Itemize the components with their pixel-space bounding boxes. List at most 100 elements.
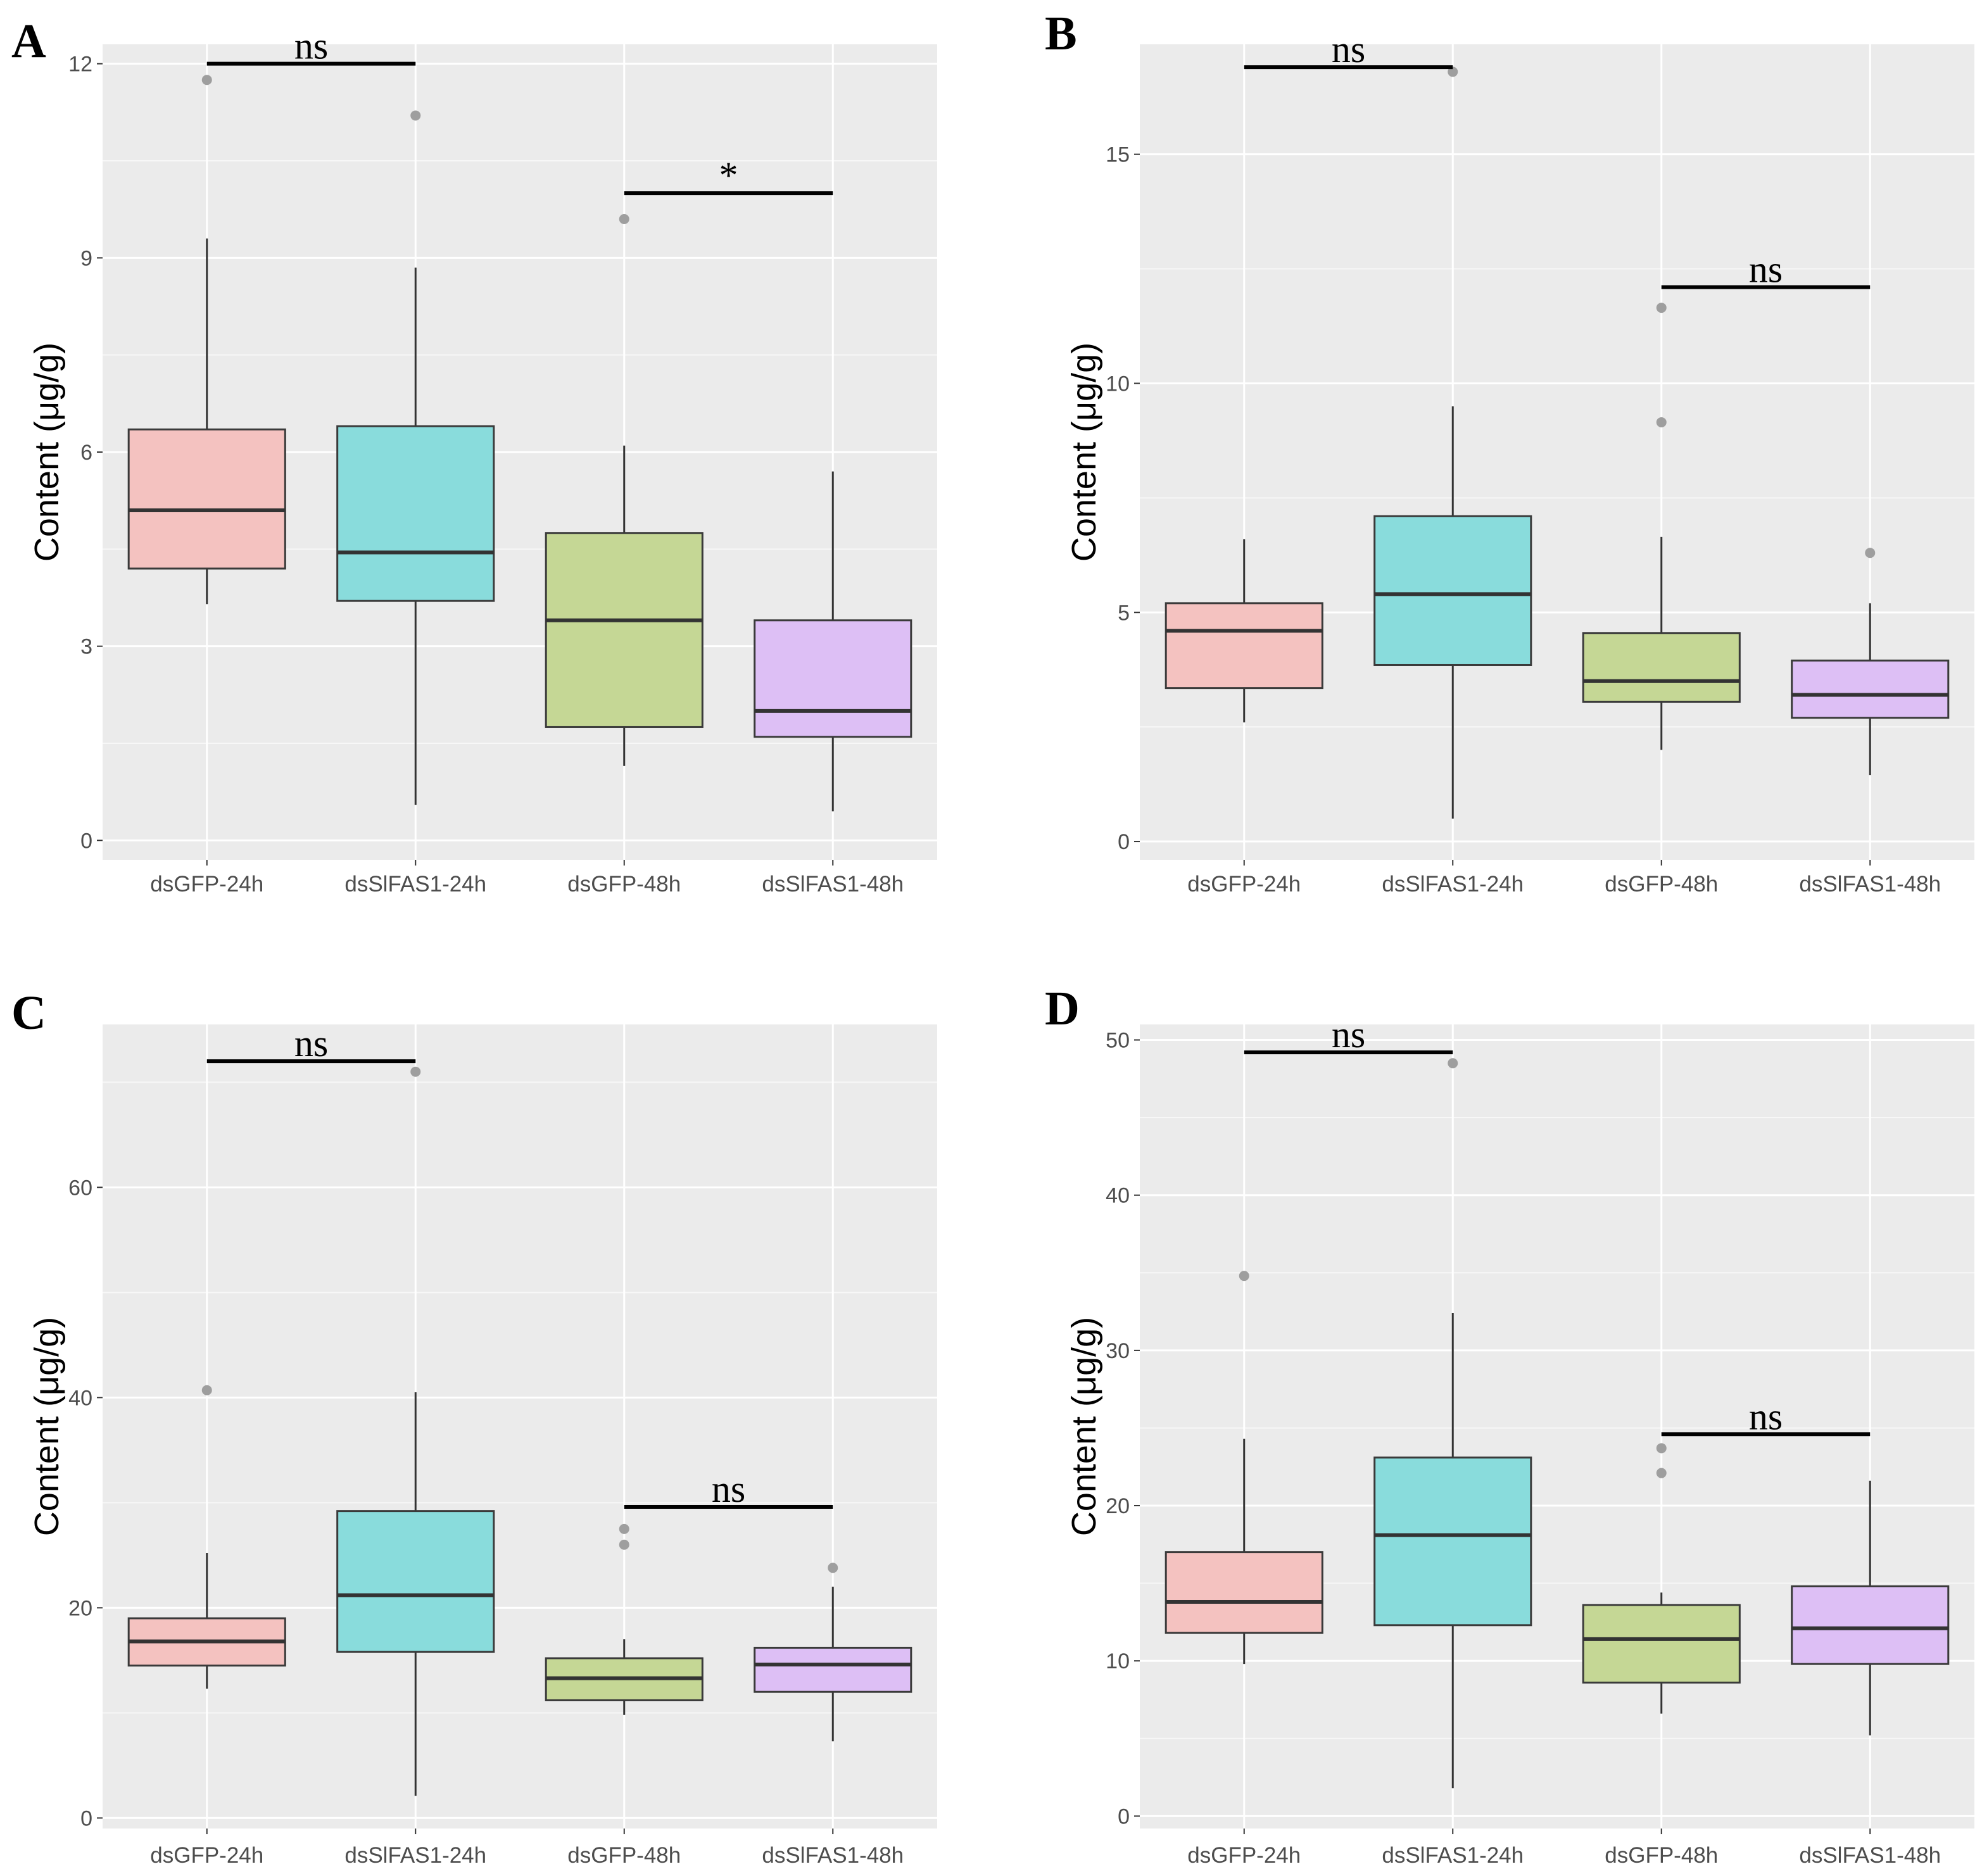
box-iqr xyxy=(1582,632,1741,703)
panel-letter: C xyxy=(11,986,46,1040)
box-dsslfas1-48h xyxy=(1791,1480,1950,1735)
y-tick-label: 10 xyxy=(1106,1649,1130,1673)
box-dsgfp-48h xyxy=(1582,1443,1741,1714)
x-tick-label: dsSlFAS1-24h xyxy=(344,1843,486,1868)
y-tick-label: 12 xyxy=(68,53,92,77)
plot-background xyxy=(1140,44,1974,860)
outlier-point xyxy=(1448,66,1458,77)
box-dsslfas1-24h xyxy=(1373,1058,1532,1789)
outlier-point xyxy=(1656,1443,1667,1454)
outlier-point xyxy=(619,1523,629,1534)
y-tick-label: 30 xyxy=(1106,1339,1130,1363)
x-tick-label: dsSlFAS1-48h xyxy=(762,1843,904,1868)
y-tick-label: 0 xyxy=(80,1806,92,1830)
panel-c: 0 20 40 60 dsGFP-24h dsSlFAS1-24h dsGFP-48h dsS… xyxy=(11,986,937,1868)
outlier-point xyxy=(1865,548,1876,558)
y-tick-label: 6 xyxy=(80,441,92,465)
significance-label: ns xyxy=(712,1468,745,1510)
plot-background xyxy=(1140,1024,1974,1829)
box-dsgfp-24h xyxy=(1165,539,1323,722)
outlier-point xyxy=(619,214,629,224)
box-dsslfas1-24h xyxy=(1373,66,1532,819)
panel-letter: A xyxy=(11,15,46,68)
x-tick-label: dsGFP-24h xyxy=(1187,872,1301,897)
significance-label: ns xyxy=(294,25,328,67)
outlier-point xyxy=(201,75,212,85)
box-iqr xyxy=(1373,1456,1532,1627)
box-iqr xyxy=(754,1646,912,1693)
outlier-point xyxy=(619,1539,629,1550)
significance-label: ns xyxy=(1749,249,1783,291)
outlier-point xyxy=(828,1563,838,1573)
panel-letter: B xyxy=(1045,7,1077,60)
x-tick-label: dsGFP-24h xyxy=(150,872,263,897)
box-dsslfas1-24h xyxy=(336,110,495,805)
x-tick-label: dsSlFAS1-24h xyxy=(1382,872,1524,897)
plot-background xyxy=(103,1024,937,1829)
x-tick-label: dsSlFAS1-24h xyxy=(1382,1843,1524,1868)
panel-b: 0 5 10 15 dsGFP-24h dsSlFAS1-24h dsGFP-48h dsSl… xyxy=(1045,7,1974,897)
outlier-point xyxy=(1448,1058,1458,1069)
outlier-point xyxy=(1239,1271,1249,1281)
x-tick-label: dsGFP-48h xyxy=(1605,872,1718,897)
x-tick-label: dsGFP-48h xyxy=(567,872,681,897)
y-tick-label: 15 xyxy=(1106,143,1130,167)
x-tick-label: dsSlFAS1-48h xyxy=(1799,872,1941,897)
box-iqr xyxy=(545,532,704,728)
outlier-point xyxy=(1656,417,1667,427)
x-tick-label: dsSlFAS1-48h xyxy=(762,872,904,897)
box-dsgfp-24h xyxy=(127,1385,286,1689)
box-iqr xyxy=(1791,1585,1950,1665)
y-tick-label: 0 xyxy=(1118,1804,1130,1829)
outlier-point xyxy=(410,1066,421,1077)
box-dsgfp-24h xyxy=(127,75,286,605)
box-iqr xyxy=(1373,515,1532,666)
y-tick-label: 3 xyxy=(80,635,92,659)
y-tick-label: 5 xyxy=(1118,601,1130,625)
y-tick-label: 10 xyxy=(1106,372,1130,396)
box-iqr xyxy=(1582,1604,1741,1684)
box-iqr xyxy=(127,428,286,570)
x-tick-label: dsGFP-48h xyxy=(1605,1843,1718,1868)
y-tick-label: 0 xyxy=(1118,830,1130,854)
outlier-point xyxy=(410,110,421,121)
box-iqr xyxy=(336,1510,495,1653)
y-tick-label: 9 xyxy=(80,246,92,270)
significance-label: ns xyxy=(1332,1014,1365,1055)
x-tick-label: dsSlFAS1-24h xyxy=(344,872,486,897)
outlier-point xyxy=(1656,303,1667,313)
box-dsslfas1-24h xyxy=(336,1066,495,1796)
significance-label: ns xyxy=(294,1023,328,1064)
box-dsgfp-48h xyxy=(1582,303,1741,750)
box-iqr xyxy=(1165,602,1323,689)
y-axis-label: Content (μg/g) xyxy=(28,1317,66,1536)
x-tick-label: dsGFP-24h xyxy=(150,1843,263,1868)
y-tick-label: 20 xyxy=(1106,1494,1130,1518)
y-axis-label: Content (μg/g) xyxy=(28,343,66,562)
y-tick-label: 0 xyxy=(80,829,92,853)
x-tick-label: dsGFP-24h xyxy=(1187,1843,1301,1868)
x-tick-label: dsGFP-48h xyxy=(567,1843,681,1868)
x-tick-label: dsSlFAS1-48h xyxy=(1799,1843,1941,1868)
y-tick-label: 40 xyxy=(1106,1184,1130,1208)
box-iqr xyxy=(754,619,912,738)
outlier-point xyxy=(1656,1468,1667,1478)
box-iqr xyxy=(1791,659,1950,719)
significance-label: ns xyxy=(1332,28,1365,70)
box-dsslfas1-48h xyxy=(1791,548,1950,776)
significance-label: * xyxy=(719,154,738,196)
y-tick-label: 20 xyxy=(68,1596,92,1620)
y-tick-label: 50 xyxy=(1106,1029,1130,1053)
y-tick-label: 60 xyxy=(68,1176,92,1200)
panel-a: 0 3 6 9 12 dsGFP-24h dsSlFAS1-24h dsGFP-48h dsSl… xyxy=(11,15,937,897)
panel-d: 0 10 20 30 40 50 dsGFP-24h dsSlFAS1-24h dsGFP-48… xyxy=(1045,982,1974,1868)
box-iqr xyxy=(336,425,495,602)
panel-letter: D xyxy=(1045,982,1080,1035)
box-dsslfas1-48h xyxy=(754,471,912,812)
y-axis-label: Content (μg/g) xyxy=(1065,1317,1103,1536)
outlier-point xyxy=(201,1385,212,1395)
significance-label: ns xyxy=(1749,1395,1783,1437)
y-tick-label: 40 xyxy=(68,1386,92,1410)
box-iqr xyxy=(1165,1551,1323,1634)
